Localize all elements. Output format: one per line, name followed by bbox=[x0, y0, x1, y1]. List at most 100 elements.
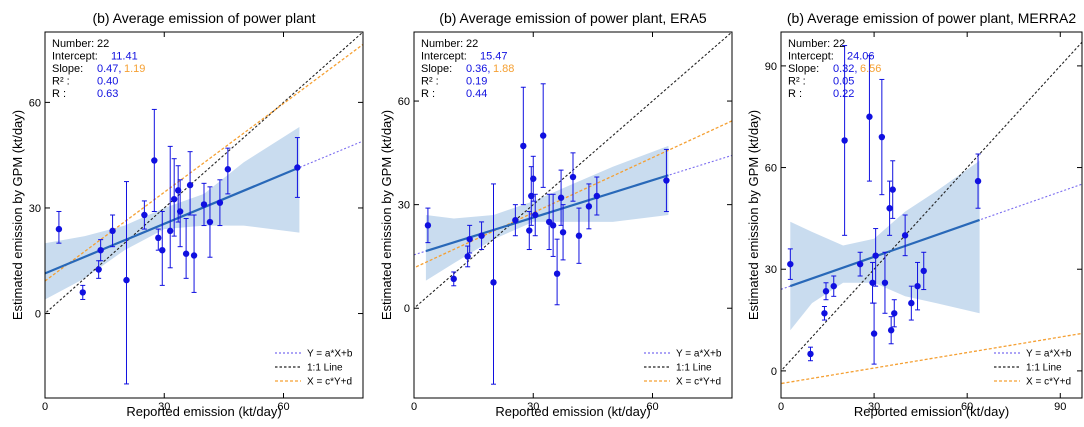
y-tick-label: 30 bbox=[29, 203, 41, 215]
legend: Y = a*X+b 1:1 Line X = c*Y+d bbox=[275, 349, 353, 388]
point-marker bbox=[830, 282, 837, 290]
y-axis-label: Estimated emission by GPM (kt/day) bbox=[379, 110, 394, 320]
slope-c-value: 1.19 bbox=[124, 63, 145, 75]
point-marker bbox=[553, 270, 561, 277]
y-axis-label: Estimated emission by GPM (kt/day) bbox=[746, 110, 761, 320]
number-label: Number: bbox=[788, 38, 830, 50]
data-point bbox=[155, 228, 162, 251]
fit-line bbox=[45, 166, 300, 275]
fit-line bbox=[425, 174, 669, 253]
point-marker bbox=[182, 250, 190, 257]
r2-value: 0.40 bbox=[97, 76, 118, 88]
one-to-one-line bbox=[781, 41, 1082, 372]
y-tick-label: 60 bbox=[398, 96, 410, 108]
point-marker bbox=[870, 330, 878, 337]
data-point bbox=[901, 214, 909, 257]
data-point bbox=[520, 86, 527, 206]
data-point bbox=[170, 158, 178, 237]
point-marker bbox=[807, 350, 814, 358]
legend-label: Y = a*X+b bbox=[307, 349, 353, 360]
data-point bbox=[294, 137, 301, 198]
legend-item: X = c*Y+d bbox=[275, 377, 352, 388]
data-point bbox=[224, 147, 232, 195]
data-point bbox=[151, 108, 158, 212]
point-marker bbox=[200, 201, 208, 208]
legend-item: X = c*Y+d bbox=[644, 377, 721, 388]
fit-line-extended bbox=[414, 154, 732, 256]
data-point bbox=[891, 299, 898, 328]
data-point bbox=[512, 204, 519, 237]
data-point bbox=[190, 214, 198, 293]
data-point bbox=[182, 218, 190, 279]
data-point bbox=[95, 260, 102, 279]
point-marker bbox=[123, 276, 130, 284]
confidence-band bbox=[790, 160, 980, 331]
data-point bbox=[821, 306, 828, 321]
point-marker bbox=[450, 275, 457, 283]
data-point bbox=[526, 211, 533, 251]
data-point bbox=[878, 78, 886, 196]
point-marker bbox=[787, 260, 794, 268]
x-axis-label: Reported emission (kt/day) bbox=[854, 404, 1009, 419]
one-to-one-line bbox=[414, 32, 732, 309]
point-marker bbox=[869, 279, 876, 286]
data-point bbox=[787, 248, 794, 280]
x-tick-label: 0 bbox=[411, 401, 417, 413]
y-tick-label: 90 bbox=[765, 61, 777, 73]
plot-frame bbox=[44, 31, 364, 399]
point-marker bbox=[464, 253, 471, 260]
x-tick-label: 30 bbox=[158, 401, 170, 413]
plot-area bbox=[45, 32, 363, 385]
r2-label: R² : bbox=[788, 76, 806, 88]
data-point bbox=[530, 155, 537, 202]
data-point bbox=[478, 221, 485, 251]
y-axis-label: Estimated emission by GPM (kt/day) bbox=[10, 110, 25, 320]
point-marker bbox=[176, 208, 184, 215]
legend-label: Y = a*X+b bbox=[1026, 349, 1072, 360]
xcy-line bbox=[45, 43, 363, 282]
number-value: 22 bbox=[466, 38, 478, 50]
data-point bbox=[920, 251, 927, 291]
point-marker bbox=[424, 222, 432, 229]
data-point bbox=[55, 210, 63, 244]
legend-item: Y = a*X+b bbox=[644, 349, 722, 360]
point-marker bbox=[186, 181, 194, 189]
intercept-value: 11.41 bbox=[111, 51, 138, 63]
legend: Y = a*X+b 1:1 Line X = c*Y+d bbox=[994, 349, 1072, 388]
intercept-label: Intercept: bbox=[52, 51, 98, 63]
x-axis-label: Reported emission (kt/day) bbox=[126, 404, 281, 419]
legend-label: 1:1 Line bbox=[676, 363, 712, 374]
r-value: 0.22 bbox=[833, 88, 854, 100]
point-marker bbox=[559, 229, 567, 236]
plot-area bbox=[414, 32, 732, 385]
data-point bbox=[490, 183, 497, 385]
legend-label: X = c*Y+d bbox=[307, 377, 352, 388]
point-marker bbox=[914, 282, 921, 290]
data-point bbox=[186, 151, 194, 216]
point-marker bbox=[512, 216, 519, 224]
data-point bbox=[663, 148, 670, 213]
number-value: 22 bbox=[97, 38, 109, 50]
data-point bbox=[870, 302, 878, 365]
point-marker bbox=[856, 260, 864, 268]
point-marker bbox=[155, 234, 162, 242]
data-point bbox=[216, 179, 224, 227]
r-value: 0.63 bbox=[97, 88, 118, 100]
point-marker bbox=[872, 252, 879, 259]
data-point bbox=[553, 238, 561, 306]
chart-panel-3: (b) Average emission of power plant, MER… bbox=[746, 10, 1083, 419]
x-tick-label: 90 bbox=[1054, 401, 1066, 413]
slope-a-value: 0.36, bbox=[466, 63, 490, 75]
chart-title: (b) Average emission of power plant, MER… bbox=[787, 10, 1076, 26]
legend-item: X = c*Y+d bbox=[994, 377, 1071, 388]
point-marker bbox=[224, 166, 232, 173]
point-marker bbox=[526, 227, 533, 234]
intercept-value: 24.06 bbox=[847, 51, 875, 63]
data-point bbox=[200, 182, 208, 227]
r2-value: 0.05 bbox=[833, 76, 854, 88]
y-tick-label: 30 bbox=[765, 264, 777, 276]
